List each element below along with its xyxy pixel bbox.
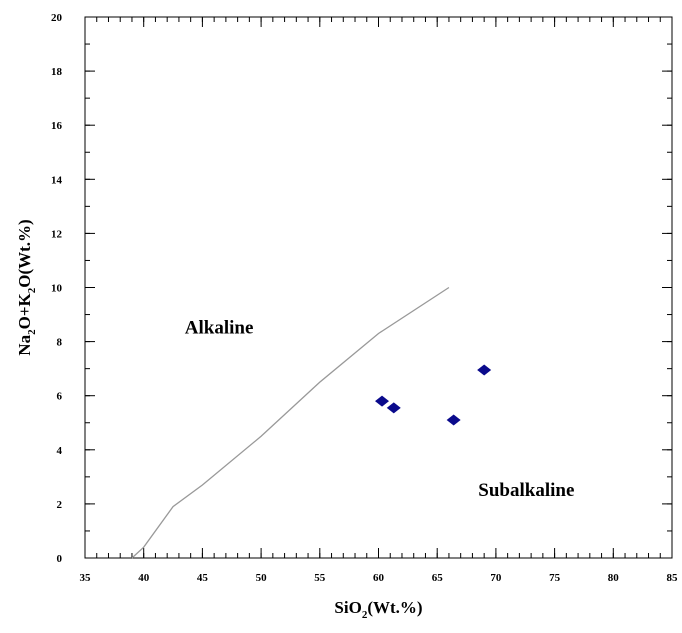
data-points (375, 364, 492, 426)
x-tick-label: 80 (608, 572, 620, 584)
x-tick-label: 75 (549, 572, 561, 584)
alkaline-subalkaline-divider (131, 286, 450, 559)
region-label: Alkaline (185, 317, 254, 338)
y-tick-label: 0 (57, 553, 63, 565)
plot-frame (84, 16, 673, 559)
y-tick-label: 8 (57, 337, 63, 349)
minor-ticks (84, 16, 673, 559)
x-tick-label: 40 (138, 572, 150, 584)
y-tick-label: 4 (57, 445, 63, 457)
y-axis-title: Na2O+K2O(Wt.%) (15, 219, 38, 355)
x-tick-labels: 35 40 45 50 55 60 65 70 75 80 85 (80, 572, 679, 584)
x-axis-title: SiO2(Wt.%) (334, 598, 422, 621)
y-tick-label: 2 (57, 499, 63, 511)
y-tick-label: 6 (57, 391, 63, 403)
y-tick-label: 10 (51, 283, 63, 295)
x-tick-label: 55 (314, 572, 326, 584)
x-tick-label: 85 (667, 572, 679, 584)
data-point-diamond (477, 364, 492, 376)
data-point-diamond (446, 414, 461, 426)
y-tick-label: 14 (51, 174, 63, 186)
y-tick-label: 12 (51, 228, 63, 240)
region-label: Subalkaline (478, 480, 574, 501)
region-labels: Alkaline Subalkaline (185, 317, 575, 500)
y-tick-label: 18 (51, 66, 63, 78)
x-tick-label: 65 (432, 572, 444, 584)
y-tick-label: 16 (51, 120, 63, 132)
major-ticks (84, 16, 673, 559)
data-point-diamond (386, 402, 401, 414)
x-tick-label: 50 (256, 572, 268, 584)
x-tick-label: 60 (373, 572, 385, 584)
y-tick-label: 20 (51, 12, 63, 24)
x-tick-label: 45 (197, 572, 209, 584)
data-point-diamond (375, 395, 390, 407)
x-tick-label: 70 (490, 572, 502, 584)
y-tick-labels: 0 2 4 6 8 10 12 14 16 18 20 (51, 12, 63, 565)
x-tick-label: 35 (80, 572, 92, 584)
